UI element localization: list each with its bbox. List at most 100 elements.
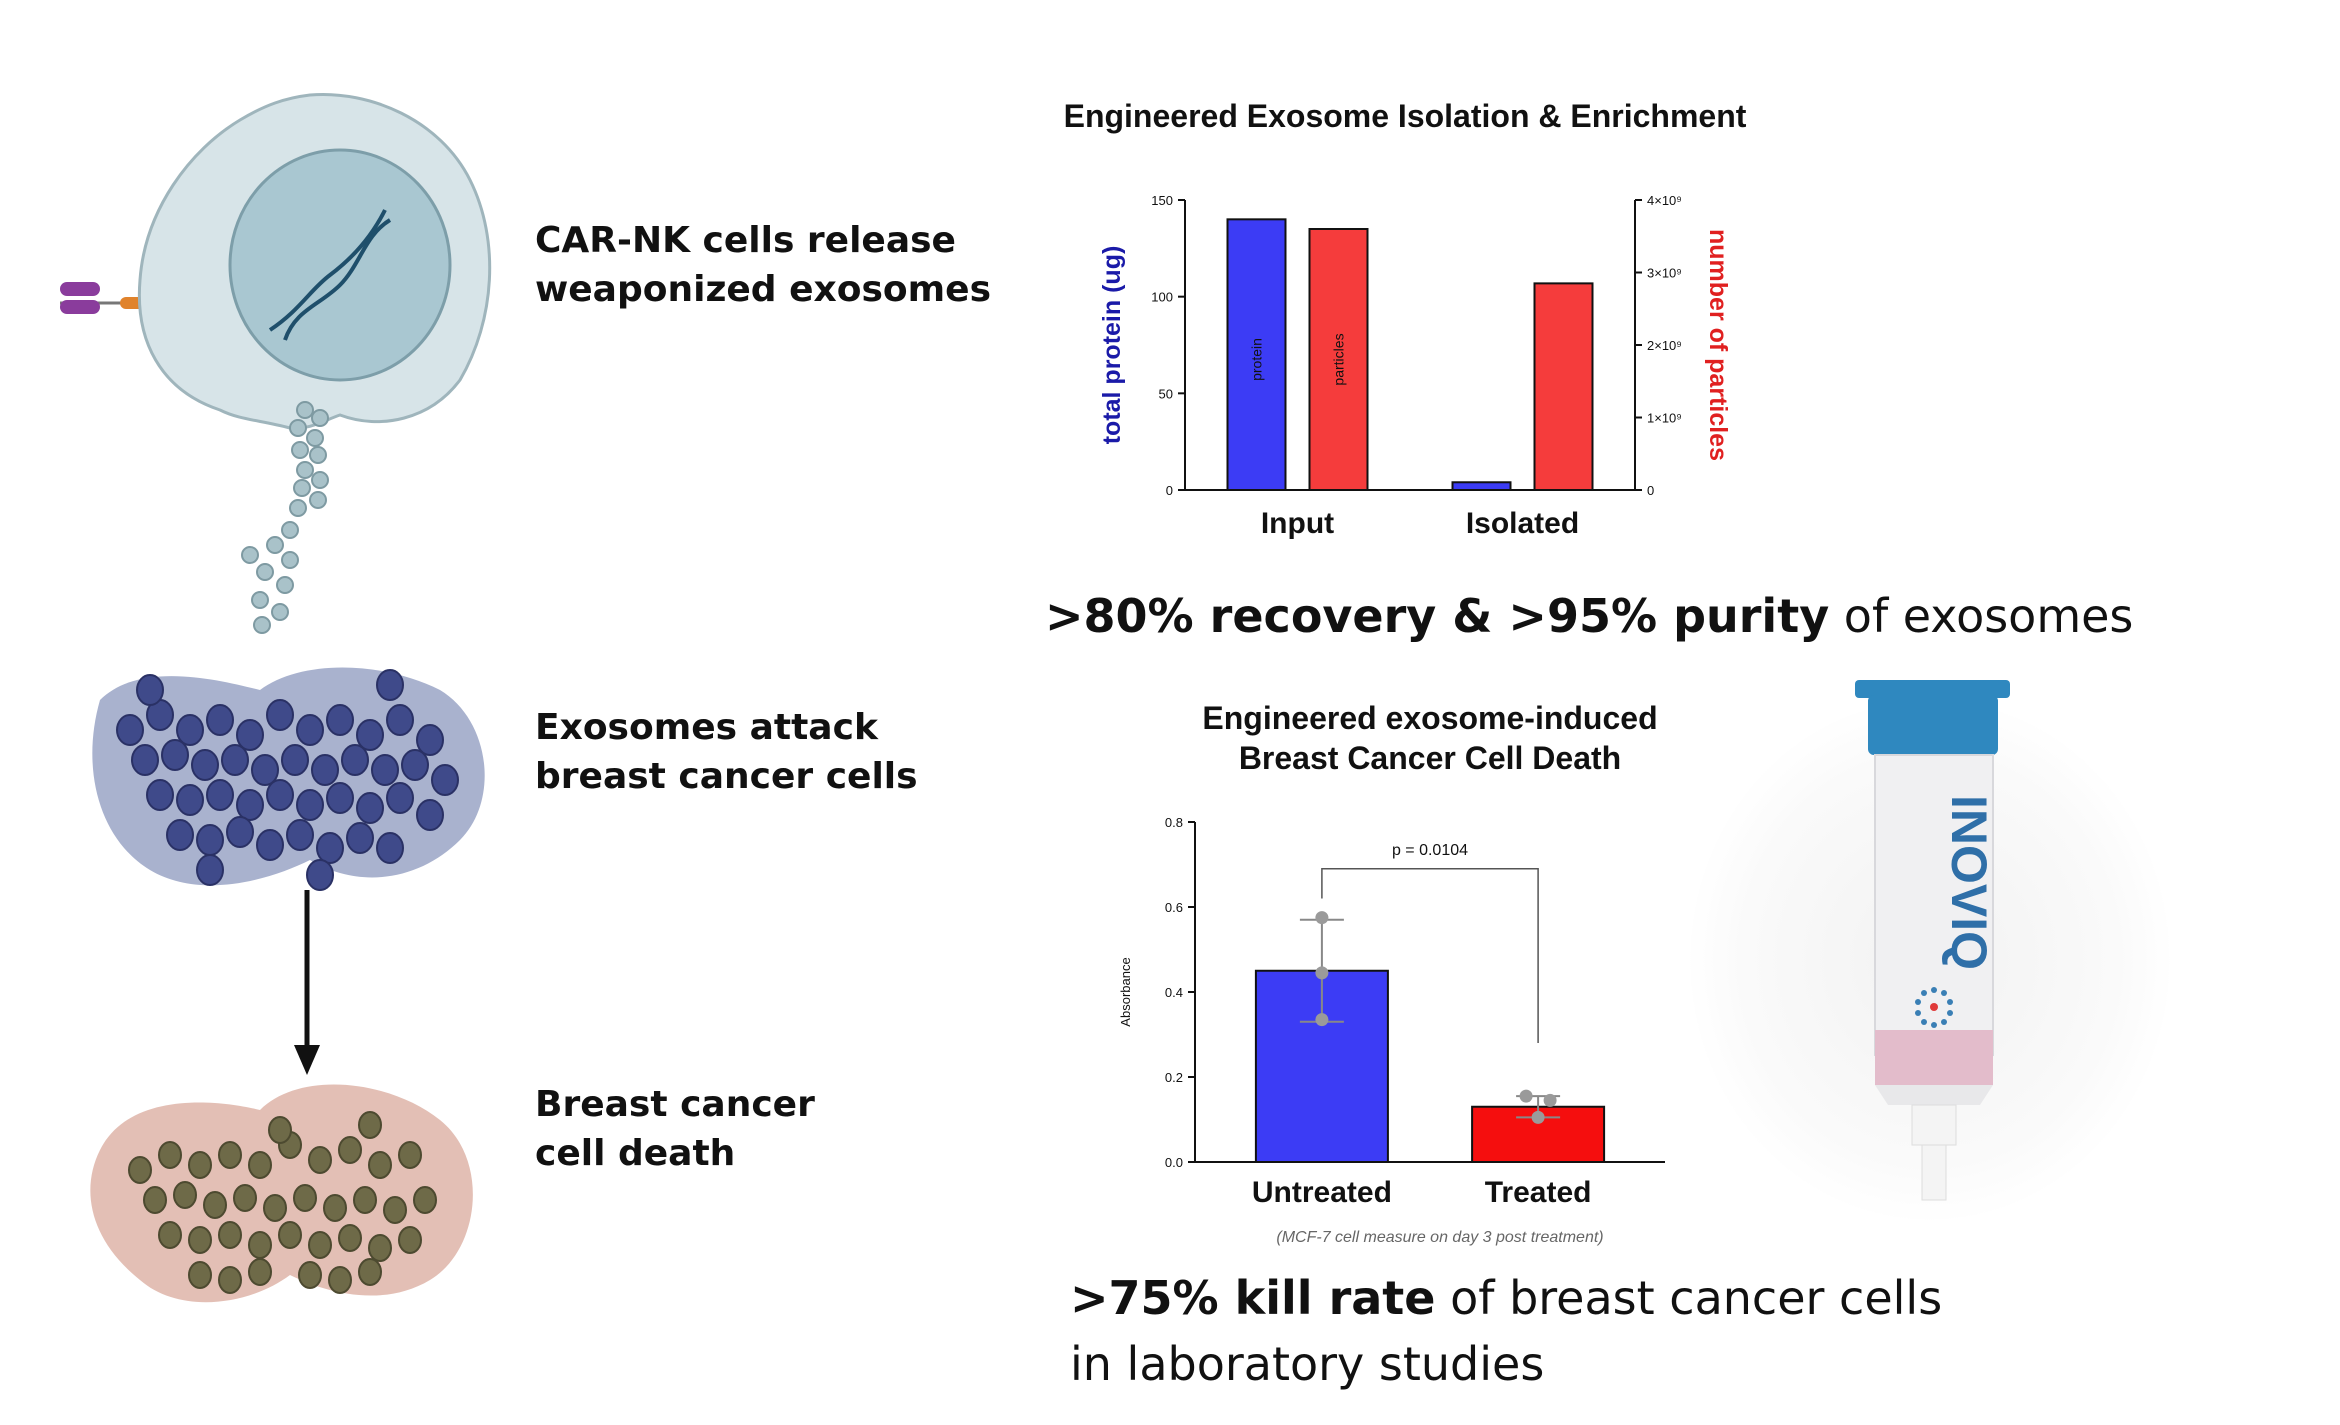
bar-series-label: protein — [1249, 338, 1265, 381]
dead-cell — [268, 1116, 292, 1144]
cancer-cell — [281, 744, 309, 776]
dead-cell — [323, 1194, 347, 1222]
cancer-cell — [221, 744, 249, 776]
dead-cell — [338, 1136, 362, 1164]
step-label-death: Breast cancer cell death — [535, 1084, 815, 1174]
y-axis-label: total protein (ug) — [1098, 246, 1126, 445]
dead-cell — [308, 1231, 332, 1259]
dead-cell — [158, 1221, 182, 1249]
cancer-cell — [206, 779, 234, 811]
dead-cell — [383, 1196, 407, 1224]
dead-cell — [308, 1146, 332, 1174]
cancer-cell — [206, 704, 234, 736]
right-tick-label: 1×10⁹ — [1647, 411, 1682, 426]
cancer-cell — [356, 792, 384, 824]
brand-name: INOVIQ — [1941, 795, 1997, 970]
dead-cell — [358, 1111, 382, 1139]
cancer-cell — [346, 822, 374, 854]
significance-bracket — [1321, 868, 1539, 1043]
kill-stat: >75% kill rate of breast cancer cells in… — [1070, 1265, 1942, 1397]
cancer-cell — [341, 744, 369, 776]
dead-cell — [128, 1156, 152, 1184]
kill-stat-rest: of breast cancer cells — [1435, 1271, 1943, 1325]
dead-cell — [188, 1151, 212, 1179]
dead-cell — [233, 1184, 257, 1212]
cancer-cell — [266, 779, 294, 811]
cancer-cell — [136, 674, 164, 706]
dead-cell — [298, 1261, 322, 1289]
left-tick-label: 100 — [1151, 290, 1173, 305]
dead-cell — [413, 1186, 437, 1214]
cancer-cell — [296, 714, 324, 746]
dead-cell — [188, 1261, 212, 1289]
data-point — [1315, 966, 1329, 980]
cancer-cell — [131, 744, 159, 776]
chart1-title: Engineered Exosome Isolation & Enrichmen… — [1063, 98, 1747, 134]
cancer-cell — [311, 754, 339, 786]
dead-cell — [293, 1184, 317, 1212]
cancer-cell — [316, 832, 344, 864]
y-axis-label: Absorbance — [1118, 957, 1133, 1026]
right-tick-label: 2×10⁹ — [1647, 338, 1682, 353]
data-point — [1519, 1089, 1533, 1103]
dead-cell — [143, 1186, 167, 1214]
cancer-cell — [386, 782, 414, 814]
cancer-cell — [416, 724, 444, 756]
cancer-cell — [326, 782, 354, 814]
dead-cell — [358, 1258, 382, 1286]
cancer-cell — [356, 719, 384, 751]
x-category-label: Untreated — [1252, 1176, 1392, 1209]
cancer-cell — [431, 764, 459, 796]
cancer-cell — [296, 789, 324, 821]
cancer-cell — [401, 749, 429, 781]
kill-stat-bold: >75% kill rate — [1070, 1271, 1436, 1325]
y-tick-label: 0.6 — [1165, 900, 1183, 915]
data-point — [1315, 911, 1329, 925]
x-category-label: Input — [1261, 507, 1334, 540]
dead-cell — [218, 1266, 242, 1294]
cancer-cells-illustration — [92, 667, 485, 891]
inoviq-logo-dots — [1915, 987, 1953, 1028]
y-tick-label: 0.8 — [1165, 815, 1183, 830]
dead-cell — [248, 1151, 272, 1179]
bar-particles — [1308, 228, 1369, 491]
kill-stat-line2: in laboratory studies — [1070, 1337, 1545, 1391]
cancer-cell — [116, 714, 144, 746]
dead-cell — [278, 1221, 302, 1249]
cancer-cell — [176, 714, 204, 746]
cancer-cell — [146, 779, 174, 811]
cancer-cell — [196, 824, 224, 856]
right-tick-label: 4×10⁹ — [1647, 193, 1682, 208]
dead-cell — [158, 1141, 182, 1169]
recovery-stat-rest: of exosomes — [1829, 589, 2134, 643]
left-tick-label: 0 — [1166, 483, 1173, 498]
nk-cell-illustration — [60, 92, 492, 634]
dead-cell — [263, 1194, 287, 1222]
cancer-cell — [236, 789, 264, 821]
product-tube-icon: INOVIQ — [1855, 680, 2010, 1201]
cancer-cell — [416, 799, 444, 831]
exosome-isolation-chart: 0 50 100 150 0 1×10⁹ 2×10⁹ 3×10⁹ 4×10⁹ total prot… — [1098, 193, 1732, 540]
cell-death-chart: 0.0 0.2 0.4 0.6 0.8 Absorbance Untreated Treate… — [1118, 815, 1665, 1246]
dna-icon — [268, 209, 392, 341]
cancer-cell — [161, 739, 189, 771]
dead-cell — [353, 1186, 377, 1214]
dead-cell — [218, 1221, 242, 1249]
dead-cell — [368, 1151, 392, 1179]
y-tick-label: 0.0 — [1165, 1155, 1183, 1170]
cancer-cell — [176, 784, 204, 816]
p-value-label: p = 0.0104 — [1392, 842, 1468, 859]
step-label-release: CAR-NK cells release weaponized exosomes — [535, 220, 991, 310]
cancer-cell — [386, 704, 414, 736]
dead-cell — [203, 1191, 227, 1219]
dead-cells-illustration — [90, 1084, 473, 1303]
x-category-label: Treated — [1485, 1176, 1592, 1209]
recovery-stat: >80% recovery & >95% purity of exosomes — [1045, 583, 2133, 649]
step-label-attack: Exosomes attack breast cancer cells — [535, 707, 918, 797]
data-point — [1531, 1110, 1545, 1124]
dead-cell — [218, 1141, 242, 1169]
y2-axis-label: number of particles — [1704, 229, 1732, 461]
cancer-cell — [166, 819, 194, 851]
cancer-cell — [251, 754, 279, 786]
left-tick-label: 50 — [1159, 386, 1173, 401]
